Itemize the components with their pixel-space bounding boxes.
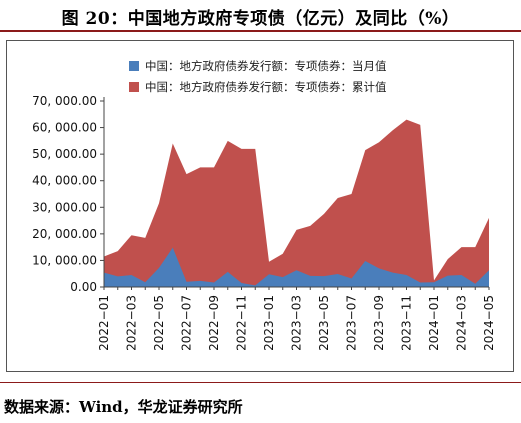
x-tick-label: 2023−07 [345,295,359,351]
y-tick-label: 70, 000.00 [32,94,97,108]
x-tick-label: 2022−11 [235,295,249,351]
y-tick-label: 10, 000.00 [32,253,97,267]
x-tick-label: 2024−05 [482,295,496,351]
area-cumulative [104,119,489,287]
x-tick-label: 2022−05 [152,295,166,351]
legend-swatch-monthly [129,61,139,71]
figure-title: 图 20：中国地方政府专项债（亿元）及同比（%） [61,9,460,29]
source-note: 数据来源：Wind，华龙证券研究所 [4,398,243,416]
y-tick-label: 60, 000.00 [32,121,97,135]
x-tick-label: 2022−09 [207,295,221,351]
legend-swatch-cumulative [129,82,139,92]
bottom-rule [0,382,521,383]
x-tick-label: 2023−09 [372,295,386,351]
y-tick-label: 20, 000.00 [32,227,97,241]
y-tick-label: 30, 000.00 [32,200,97,214]
chart-frame: 中国：地方政府债券发行额：专项债券：当月值 中国：地方政府债券发行额：专项债券：… [6,40,514,372]
legend-label-cumulative: 中国：地方政府债券发行额：专项债券：累计值 [145,80,387,94]
x-tick-label: 2023−03 [290,295,304,351]
x-tick-label: 2023−11 [400,295,414,351]
x-tick-label: 2022−07 [180,295,194,351]
y-tick-label: 0.00 [70,280,97,294]
legend: 中国：地方政府债券发行额：专项债券：当月值 中国：地方政府债券发行额：专项债券：… [129,59,387,94]
area-monthly [104,247,489,287]
x-tick-label: 2024−01 [427,295,441,351]
y-tick-label: 50, 000.00 [32,147,97,161]
y-tick-label: 40, 000.00 [32,174,97,188]
x-tick-label: 2022−03 [125,295,139,351]
legend-label-monthly: 中国：地方政府债券发行额：专项债券：当月值 [145,59,387,73]
x-tick-label: 2024−03 [455,295,469,351]
x-tick-label: 2023−01 [262,295,276,351]
x-tick-label: 2023−05 [317,295,331,351]
x-tick-label: 2022−01 [97,295,111,351]
area-chart: 中国：地方政府债券发行额：专项债券：当月值 中国：地方政府债券发行额：专项债券：… [32,59,496,351]
title-rule [0,30,521,32]
